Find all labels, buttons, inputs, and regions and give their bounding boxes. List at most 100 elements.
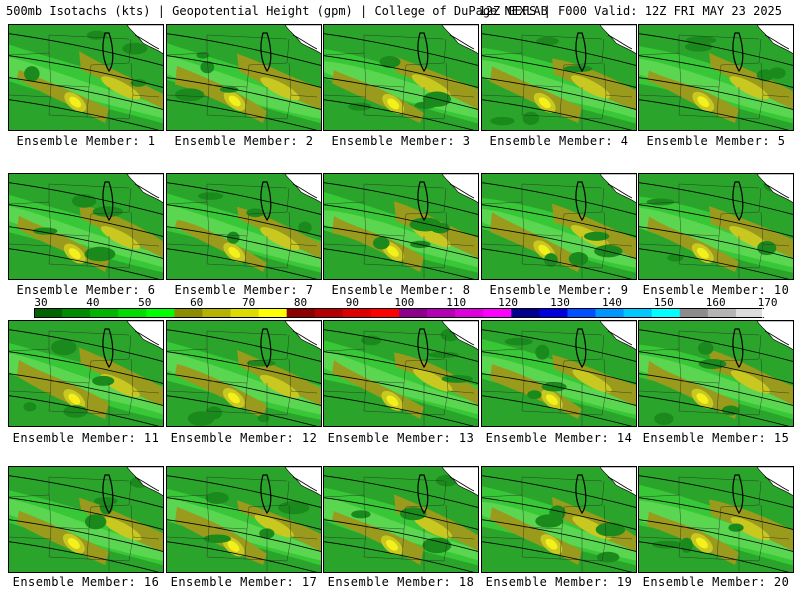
height-contour: [167, 248, 318, 279]
lake-michigan-outline: [417, 474, 429, 515]
isotach-patch-30kt: [205, 492, 229, 504]
isotach-core-80kt: [385, 539, 398, 551]
lake-michigan-outline: [575, 32, 587, 73]
isotach-patch-30kt: [23, 402, 37, 412]
height-contour: [482, 77, 636, 110]
height-contour: [9, 226, 163, 259]
state-borders: [167, 34, 318, 130]
isotach-patch-30kt: [84, 246, 116, 262]
wind-speed-map: [167, 25, 321, 130]
lake-shoreline: [134, 476, 160, 492]
wind-speed-map: [482, 25, 636, 130]
height-contour: [324, 395, 475, 426]
isotach-patch-30kt: [200, 61, 215, 74]
isotach-patch-30kt: [596, 551, 620, 563]
height-contour: [482, 351, 636, 384]
isotach-band-50kt: [482, 501, 636, 561]
height-contour: [639, 373, 793, 406]
isotach-core-80kt: [228, 95, 241, 107]
ensemble-member-map: [166, 173, 322, 280]
isotach-core-70kt: [260, 77, 300, 101]
height-contour: [639, 519, 793, 552]
page-header: 500mb Isotachs (kts) | Geopotential Heig…: [0, 0, 800, 22]
state-borders: [167, 330, 318, 426]
ensemble-member-label: Ensemble Member: 18: [327, 575, 475, 589]
ensemble-member-label: Ensemble Member: 6: [16, 283, 156, 297]
isotach-core-80kt: [387, 98, 400, 110]
lake-shoreline: [764, 476, 790, 492]
wind-speed-map: [639, 467, 793, 572]
wind-speed-map: [639, 25, 793, 130]
ensemble-member-map: [638, 24, 794, 131]
ensemble-member-label: Ensemble Member: 15: [642, 431, 790, 445]
colorbar-swatch: [174, 308, 203, 318]
lake-michigan-outline: [575, 328, 587, 369]
state-borders: [482, 476, 633, 572]
isotach-patch-30kt: [298, 221, 312, 234]
height-contour: [9, 497, 163, 530]
isotach-patch-30kt: [595, 522, 626, 537]
height-contour: [482, 226, 636, 259]
colorbar-swatch: [483, 308, 512, 318]
ensemble-member-label: Ensemble Member: 17: [170, 575, 318, 589]
isotach-core-80kt: [68, 393, 81, 405]
isotach-core-70kt: [572, 369, 612, 393]
isotach-band-60kt: [79, 51, 163, 109]
lake-michigan-outline: [260, 32, 272, 73]
height-contour: [639, 541, 790, 572]
height-contour: [9, 248, 160, 279]
isotach-patch-30kt: [441, 375, 473, 383]
lake-michigan-outline: [575, 474, 587, 515]
isotach-patch-30kt: [684, 42, 713, 52]
colorbar-swatch: [202, 308, 232, 318]
isotach-band-50kt: [9, 206, 163, 268]
lake-michigan-outline: [102, 181, 114, 222]
isotach-patch-30kt: [654, 412, 674, 425]
ensemble-member-label: Ensemble Member: 9: [489, 283, 629, 297]
height-contour: [482, 373, 636, 406]
lake-shoreline: [292, 34, 318, 50]
height-contour: [482, 99, 633, 130]
height-contour: [324, 329, 478, 362]
height-contour: [167, 475, 321, 508]
valid-time-title: 12Z GEFS | F000 Valid: 12Z FRI MAY 23 20…: [478, 4, 782, 18]
height-contour: [324, 248, 475, 279]
height-contour: [639, 248, 790, 279]
isotach-patch-30kt: [685, 35, 717, 45]
height-contour: [639, 395, 790, 426]
isotach-band-60kt: [79, 347, 163, 406]
lake-shoreline: [292, 183, 318, 199]
ensemble-member-map: [323, 466, 479, 573]
state-borders: [324, 183, 475, 279]
isotach-patch-30kt: [527, 390, 542, 400]
ensemble-member-label: Ensemble Member: 14: [485, 431, 633, 445]
ensemble-member-map: [8, 24, 164, 131]
ensemble-member-label: Ensemble Member: 10: [642, 283, 790, 297]
height-contour: [482, 541, 633, 572]
colorbar-swatch: [118, 308, 147, 318]
lake-shoreline: [449, 476, 475, 492]
isotach-band-60kt: [709, 52, 793, 110]
isotach-band-60kt: [647, 216, 739, 272]
lake-michigan-outline: [732, 32, 744, 73]
isotach-patch-30kt: [122, 42, 148, 55]
isotach-core-80kt: [67, 538, 80, 549]
isotach-patch-30kt: [698, 358, 727, 369]
lake-shoreline: [449, 330, 475, 346]
colorbar-right-arrow: [762, 308, 770, 318]
height-contour: [324, 541, 475, 572]
height-contour: [639, 99, 790, 130]
height-contour: [9, 55, 163, 88]
lake-shoreline: [134, 183, 160, 199]
ensemble-member-map: [481, 320, 637, 427]
isotach-core-70kt: [729, 76, 769, 100]
state-borders: [639, 476, 790, 572]
height-contour: [167, 77, 321, 110]
lake-michigan-outline: [260, 181, 272, 222]
isotach-core-70kt: [412, 515, 453, 539]
lake-shoreline: [607, 476, 633, 492]
height-contour: [324, 99, 475, 130]
colorbar-tick-label: 160: [705, 296, 726, 309]
height-contour: [482, 497, 636, 530]
height-contour: [9, 351, 163, 384]
